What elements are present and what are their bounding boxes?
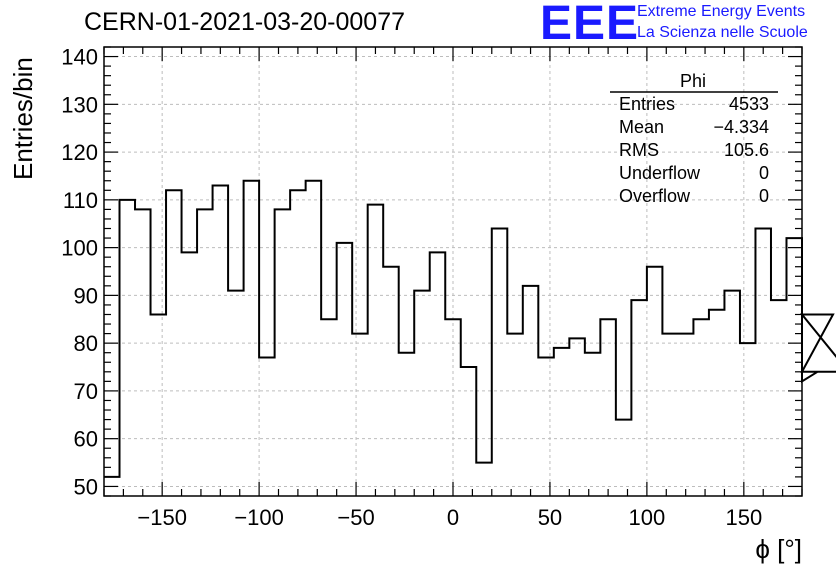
x-axis-title: ϕ [°] [755,534,802,564]
logo-caption-line1: Extreme Energy Events [637,3,806,20]
grid-lines [104,47,802,496]
y-tick-labels: 50 60 70 80 90 100 110 120 130 140 [61,45,98,500]
stats-label: Mean [619,117,664,137]
x-tick-labels: −150 −100 −50 0 50 100 150 [137,505,762,530]
y-tick-label: 130 [61,92,98,117]
y-tick-label: 70 [74,379,98,404]
axis-ticks [103,46,803,497]
x-tick-label: 50 [538,505,562,530]
stats-name: Phi [680,71,706,91]
y-tick-label: 110 [63,188,98,213]
eee-logo: EEE [540,0,640,50]
histogram-title: CERN-01-2021-03-20-00077 [84,8,406,36]
y-tick-label: 120 [61,140,98,165]
x-tick-label: −100 [234,505,284,530]
stats-value: 0 [759,186,769,206]
stats-label: Entries [619,94,675,114]
stats-box: Phi Entries 4533 Mean −4.334 RMS 105.6 Underfl… [610,71,778,206]
stats-label: Underflow [619,163,701,183]
y-tick-label: 100 [61,236,98,261]
x-tick-label: 150 [725,505,762,530]
stats-value: 4533 [729,94,769,114]
stats-value: 0 [759,163,769,183]
stats-value: −4.334 [713,117,769,137]
y-tick-label: 60 [74,427,98,452]
y-tick-label: 50 [74,474,98,499]
y-tick-label: 90 [74,283,98,308]
stats-label: RMS [619,140,659,160]
logo-caption-line2: La Scienza nelle Scuole [637,24,808,41]
histogram-step-line [104,179,836,478]
x-tick-label: 0 [447,505,459,530]
x-tick-label: −150 [137,505,187,530]
stats-value: 105.6 [724,140,769,160]
x-tick-label: −50 [337,505,374,530]
y-axis-title: Entries/bin [8,57,38,180]
y-tick-label: 80 [74,331,98,356]
x-tick-label: 100 [629,505,666,530]
stats-label: Overflow [619,186,691,206]
y-tick-label: 140 [61,45,98,70]
